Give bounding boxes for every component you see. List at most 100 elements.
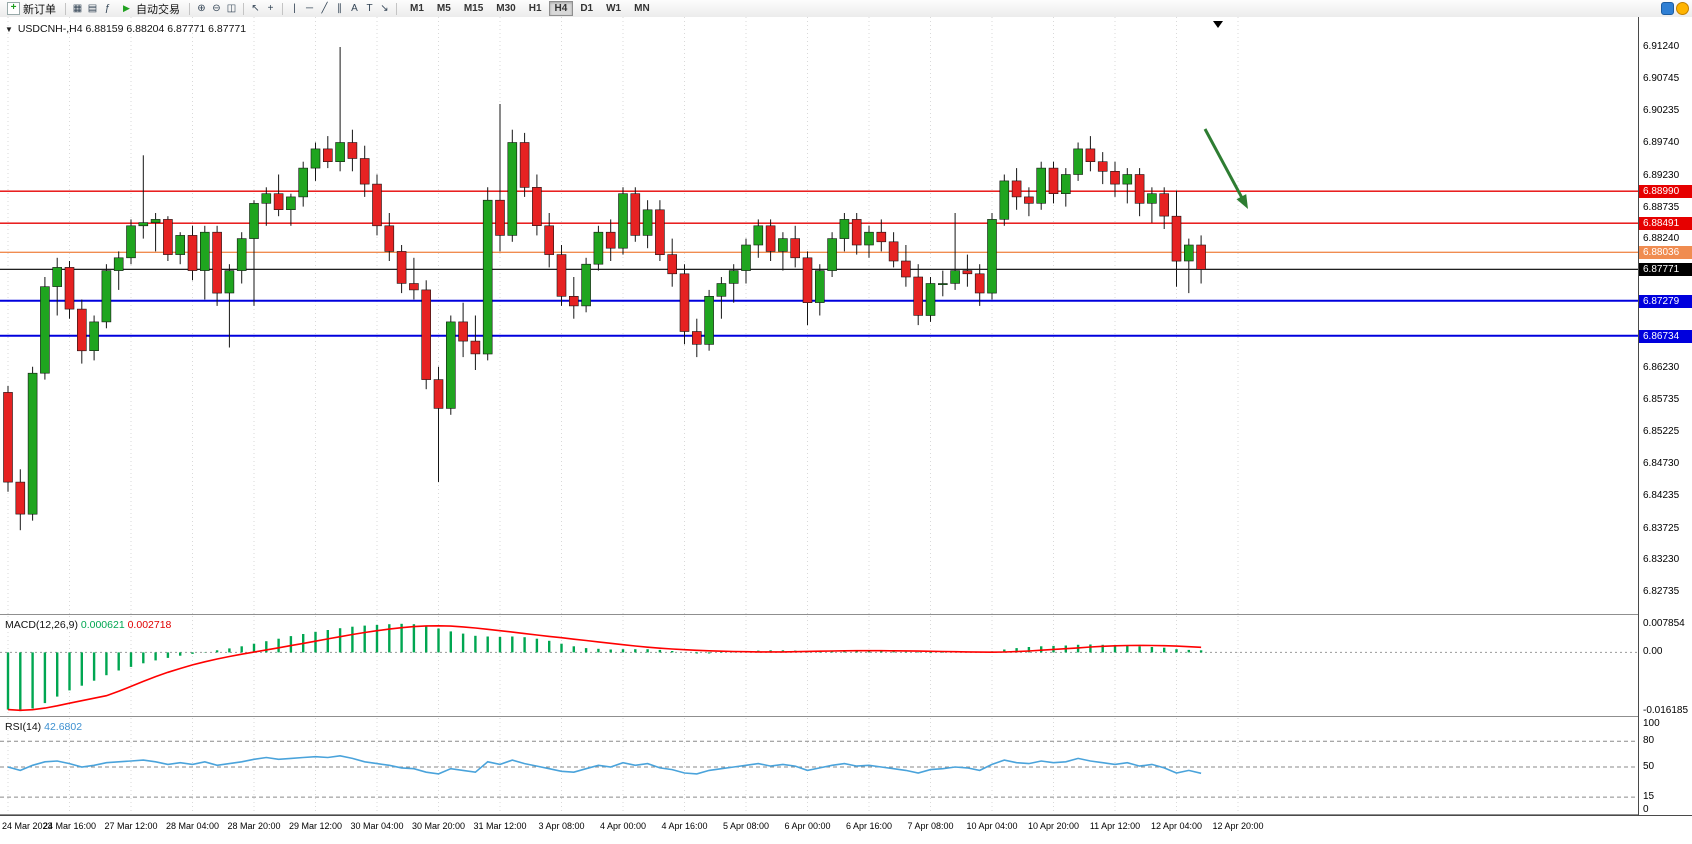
horizontal-line-icon[interactable]: ─: [305, 3, 314, 14]
price-badge: 6.88491: [1639, 217, 1692, 231]
chart-window: ▼ USDCNH-,H4 6.88159 6.88204 6.87771 6.8…: [0, 17, 1692, 844]
candle-bear: [691, 331, 702, 345]
chart-window-icon[interactable]: ▦: [72, 3, 83, 14]
time-axis-label: 12 Apr 20:00: [1212, 821, 1264, 831]
panel-divider[interactable]: [0, 716, 1692, 717]
candle-bear: [532, 187, 542, 227]
profiles-icon[interactable]: ▤: [87, 3, 98, 14]
arrow-annotation[interactable]: [1203, 128, 1246, 202]
chart-dropdown-icon[interactable]: ▼: [5, 25, 13, 34]
zoom-in-icon[interactable]: ⊕: [197, 3, 206, 14]
tile-windows-icon[interactable]: ◫: [226, 3, 237, 14]
time-axis-label: 28 Mar 04:00: [165, 821, 220, 831]
time-axis-label: 28 Mar 20:00: [227, 821, 281, 831]
candle-bull: [999, 180, 1010, 220]
panel-divider[interactable]: [0, 614, 1692, 615]
cursor-icon[interactable]: ↖: [251, 3, 260, 14]
candle-bear: [519, 142, 530, 188]
trendline-icon[interactable]: ╱: [321, 3, 328, 14]
candle-bull: [987, 219, 997, 294]
timeframe-button-h1[interactable]: H1: [523, 1, 548, 16]
candle-bear: [458, 321, 468, 342]
candle-bear: [359, 158, 370, 185]
candle-bull: [27, 372, 38, 515]
timeframe-button-m30[interactable]: M30: [490, 1, 521, 16]
time-axis-label: 10 Apr 04:00: [966, 821, 1018, 831]
rsi-panel[interactable]: [0, 718, 1638, 814]
time-axis[interactable]: 24 Mar 2023 24 Mar 16:00 27 Mar 12:00 28 Ma…: [0, 815, 1692, 844]
alert-icon[interactable]: [1676, 2, 1689, 15]
candle-bull: [1184, 244, 1194, 262]
label-icon[interactable]: T: [366, 3, 373, 14]
rsi-line: [7, 754, 1202, 775]
chat-icon[interactable]: [1661, 2, 1674, 15]
timeframe-button-m15[interactable]: M15: [458, 1, 489, 16]
candle-bull: [728, 270, 739, 284]
time-axis-label: 7 Apr 08:00: [907, 821, 954, 831]
arrow-annotation-head: [1236, 194, 1248, 209]
time-axis-label: 29 Mar 12:00: [288, 821, 343, 831]
zoom-out-icon[interactable]: ⊖: [212, 3, 221, 14]
chart-shift-marker[interactable]: [1213, 21, 1223, 28]
candle-bear: [655, 209, 665, 256]
timeframe-button-mn[interactable]: MN: [628, 1, 656, 16]
candle-bull: [827, 238, 837, 271]
candle-bull: [482, 199, 493, 355]
candle-bear: [1159, 193, 1169, 217]
main-price-chart[interactable]: [0, 17, 1638, 614]
candle-bull: [249, 203, 259, 239]
candle-bull: [52, 267, 63, 287]
time-axis-label: 30 Mar 04:00: [350, 821, 404, 831]
symbol-info: ▼ USDCNH-,H4 6.88159 6.88204 6.87771 6.8…: [5, 23, 246, 35]
timeframe-button-m1[interactable]: M1: [404, 1, 430, 16]
price-badge: 6.86734: [1639, 329, 1692, 343]
candle-bear: [1011, 180, 1022, 198]
rsi-axis-label: 15: [1643, 791, 1655, 803]
price-axis-label: 6.88735: [1643, 201, 1680, 213]
candle-bull: [261, 193, 272, 204]
time-axis-label: 10 Apr 20:00: [1027, 821, 1080, 831]
crosshair-icon[interactable]: +: [267, 3, 274, 14]
text-icon[interactable]: A: [351, 3, 358, 14]
candle-bull: [150, 219, 161, 223]
candle-bear: [163, 219, 173, 255]
candle-bull: [200, 231, 210, 271]
candle-bear: [470, 340, 481, 355]
macd-panel[interactable]: [0, 616, 1638, 716]
toolbar-separator: [65, 2, 66, 15]
candle-bull: [113, 257, 124, 271]
candle-bear: [1097, 161, 1108, 172]
time-axis-label: 12 Apr 04:00: [1150, 821, 1203, 831]
price-scale[interactable]: 6.91240 6.90745 6.90235 6.89740 6.89230 6.887…: [1638, 17, 1692, 844]
candle-bull: [1073, 148, 1083, 175]
time-axis-label: 6 Apr 16:00: [845, 821, 893, 831]
candle-bear: [888, 241, 899, 262]
timeframe-button-d1[interactable]: D1: [574, 1, 599, 16]
candle-bear: [667, 254, 678, 275]
macd-axis-label: 0.007854: [1643, 618, 1685, 629]
vertical-line-icon[interactable]: |: [293, 3, 296, 14]
timeframe-button-m5[interactable]: M5: [431, 1, 457, 16]
candle-bull: [618, 193, 628, 249]
timeframe-button-w1[interactable]: W1: [600, 1, 627, 16]
auto-trading-button[interactable]: ▶ 自动交易: [116, 1, 184, 16]
time-axis-label: 27 Mar 12:00: [104, 821, 158, 831]
arrow-tool-icon[interactable]: ↘: [380, 3, 389, 14]
candle-bear: [372, 183, 382, 227]
new-order-label: 新订单: [23, 3, 56, 16]
candle-bull: [839, 219, 850, 239]
price-axis-label: 6.91240: [1643, 41, 1680, 52]
candle-bear: [1085, 148, 1096, 162]
new-order-button[interactable]: + 新订单: [3, 1, 60, 16]
candle-bear: [409, 283, 419, 291]
price-axis-label: 6.85225: [1643, 426, 1680, 438]
price-axis-label: 6.90235: [1643, 105, 1680, 117]
macd-title: MACD(12,26,9): [5, 619, 78, 631]
channel-icon[interactable]: ∥: [337, 3, 342, 14]
rsi-value: 42.6802: [44, 721, 83, 733]
price-axis-label: 6.84730: [1643, 458, 1680, 470]
indicators-icon[interactable]: ƒ: [104, 3, 111, 14]
candle-bull: [950, 270, 960, 284]
timeframe-button-h4[interactable]: H4: [548, 1, 574, 16]
